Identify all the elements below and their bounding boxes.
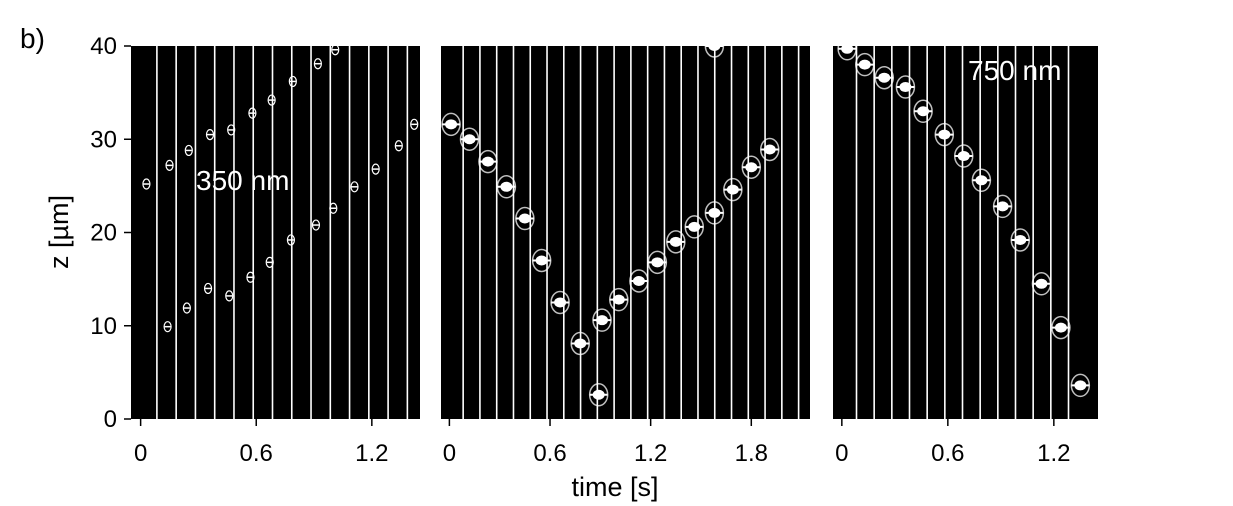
particle-point <box>647 250 668 275</box>
particle-point <box>1070 373 1091 398</box>
y-axis: 0 10 20 30 40 <box>90 33 131 433</box>
particle-point <box>265 256 274 268</box>
particle-point <box>515 206 535 231</box>
particle-point <box>459 127 480 151</box>
particle-point <box>478 149 498 174</box>
particle-point <box>331 44 340 56</box>
particle-point <box>205 128 215 141</box>
particle-point <box>531 248 552 273</box>
particle-point <box>570 331 590 356</box>
x-tick-label: 1.2 <box>355 440 388 467</box>
particle-point <box>704 34 725 58</box>
particle-point <box>203 282 213 295</box>
particle-point <box>759 137 780 162</box>
particle-point <box>142 178 151 190</box>
particle-point <box>550 290 570 315</box>
particle-point <box>1031 272 1052 296</box>
particle-point <box>741 155 762 179</box>
particle-point <box>246 271 255 283</box>
particle-point <box>371 163 380 175</box>
particle-point <box>855 52 875 77</box>
particle-point <box>267 94 276 106</box>
y-tick-label: 10 <box>90 313 117 340</box>
particle-point <box>286 234 296 246</box>
particle-point <box>184 144 193 157</box>
particle-point <box>311 219 321 231</box>
particle-point <box>394 140 403 152</box>
particle-point <box>837 37 857 61</box>
x-tick-label: 0 <box>443 440 456 467</box>
y-tick-label: 0 <box>104 406 117 433</box>
x-tick-label: 1.8 <box>735 440 768 467</box>
particle-point <box>609 287 629 312</box>
x-tick-label: 0.6 <box>931 440 964 467</box>
particle-point <box>992 194 1013 219</box>
particle-point <box>895 75 916 99</box>
particle-point <box>971 168 992 193</box>
panel-middle: 0 0.6 1.2 1.8 <box>441 34 810 467</box>
particle-point <box>629 269 649 293</box>
x-tick-label: 0 <box>835 440 848 467</box>
particle-point <box>1051 315 1071 340</box>
particle-point <box>874 65 894 90</box>
y-axis-title: z [µm] <box>44 195 74 269</box>
particle-point <box>182 302 191 314</box>
x-tick-label: 0 <box>134 440 147 467</box>
particle-point <box>684 215 705 239</box>
particle-point <box>704 201 725 225</box>
particle-point <box>225 290 234 302</box>
particle-point <box>165 159 174 171</box>
panel-350nm: 0 0.6 1.2 350 nm <box>131 44 420 467</box>
particle-point <box>410 118 419 130</box>
panel-label: 350 nm <box>196 165 289 196</box>
particle-point <box>329 202 338 214</box>
panel-label: 750 nm <box>968 55 1061 86</box>
y-tick-label: 20 <box>90 220 117 247</box>
y-tick-label: 30 <box>90 126 117 153</box>
particle-point <box>288 75 297 88</box>
particle-point <box>913 99 933 124</box>
particle-point <box>666 230 686 254</box>
particle-point <box>723 177 743 202</box>
x-axis-title: time [s] <box>571 472 658 502</box>
panel-background <box>833 46 1098 419</box>
x-tick-label: 0.6 <box>533 440 566 467</box>
y-tick-label: 40 <box>90 33 117 60</box>
particle-point <box>441 112 461 137</box>
x-tick-label: 0.6 <box>240 440 273 467</box>
x-tick-label: 1.2 <box>1037 440 1070 467</box>
particle-point <box>163 321 172 333</box>
x-tick-label: 1.2 <box>634 440 667 467</box>
particle-point <box>588 383 609 407</box>
particle-point <box>227 124 236 136</box>
particle-point <box>248 107 257 119</box>
particle-point <box>934 122 955 147</box>
figure-label: b) <box>20 23 45 54</box>
panel-750nm: 0 0.6 1.2 750 nm <box>833 37 1098 467</box>
particle-point <box>350 181 359 193</box>
particle-point <box>313 58 322 70</box>
particle-point <box>592 308 612 332</box>
particle-point <box>953 144 974 168</box>
panel-background <box>131 46 420 419</box>
particle-point <box>496 175 517 199</box>
particle-point <box>1010 228 1031 252</box>
